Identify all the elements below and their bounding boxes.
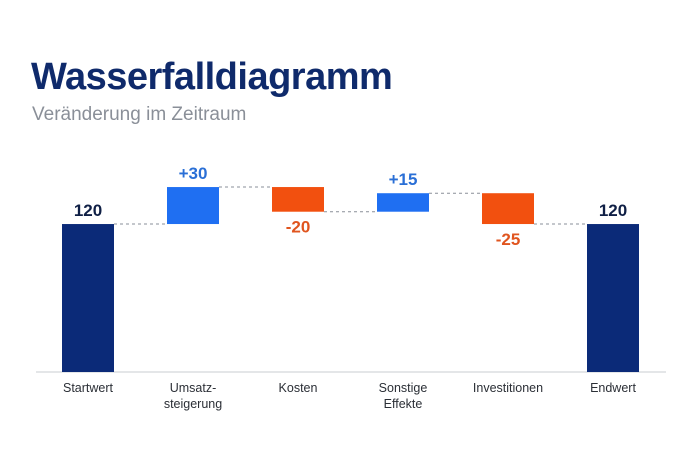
category-label-line: Startwert bbox=[63, 381, 114, 395]
category-label: Investitionen bbox=[473, 381, 543, 395]
category-label: Umsatz-steigerung bbox=[164, 381, 222, 411]
bar-decrease bbox=[272, 187, 324, 212]
bar-increase bbox=[167, 187, 219, 225]
category-label: Startwert bbox=[63, 381, 114, 395]
data-label: +30 bbox=[179, 164, 208, 183]
bar-total bbox=[62, 224, 114, 372]
category-label-line: Umsatz- bbox=[170, 381, 217, 395]
bar-increase bbox=[377, 193, 429, 212]
category-label: Endwert bbox=[590, 381, 636, 395]
category-label-line: Sonstige bbox=[379, 381, 428, 395]
category-label-line: steigerung bbox=[164, 397, 222, 411]
category-label: Sonstige Effekte bbox=[379, 381, 428, 411]
bar-decrease bbox=[482, 193, 534, 225]
category-label-line: Endwert bbox=[590, 381, 636, 395]
chart-title: Wasserfalldiagramm bbox=[31, 56, 393, 98]
data-label: +15 bbox=[389, 170, 418, 189]
data-label: -25 bbox=[496, 230, 521, 249]
data-label: -20 bbox=[286, 218, 311, 237]
chart-subtitle: Veränderung im Zeitraum bbox=[32, 104, 247, 125]
category-label-line: Kosten bbox=[279, 381, 318, 395]
category-label: Kosten bbox=[279, 381, 318, 395]
data-label: 120 bbox=[74, 201, 102, 220]
category-label-line: Investitionen bbox=[473, 381, 543, 395]
bar-total bbox=[587, 224, 639, 372]
data-label: 120 bbox=[599, 201, 627, 220]
category-label-line: Effekte bbox=[384, 397, 423, 411]
